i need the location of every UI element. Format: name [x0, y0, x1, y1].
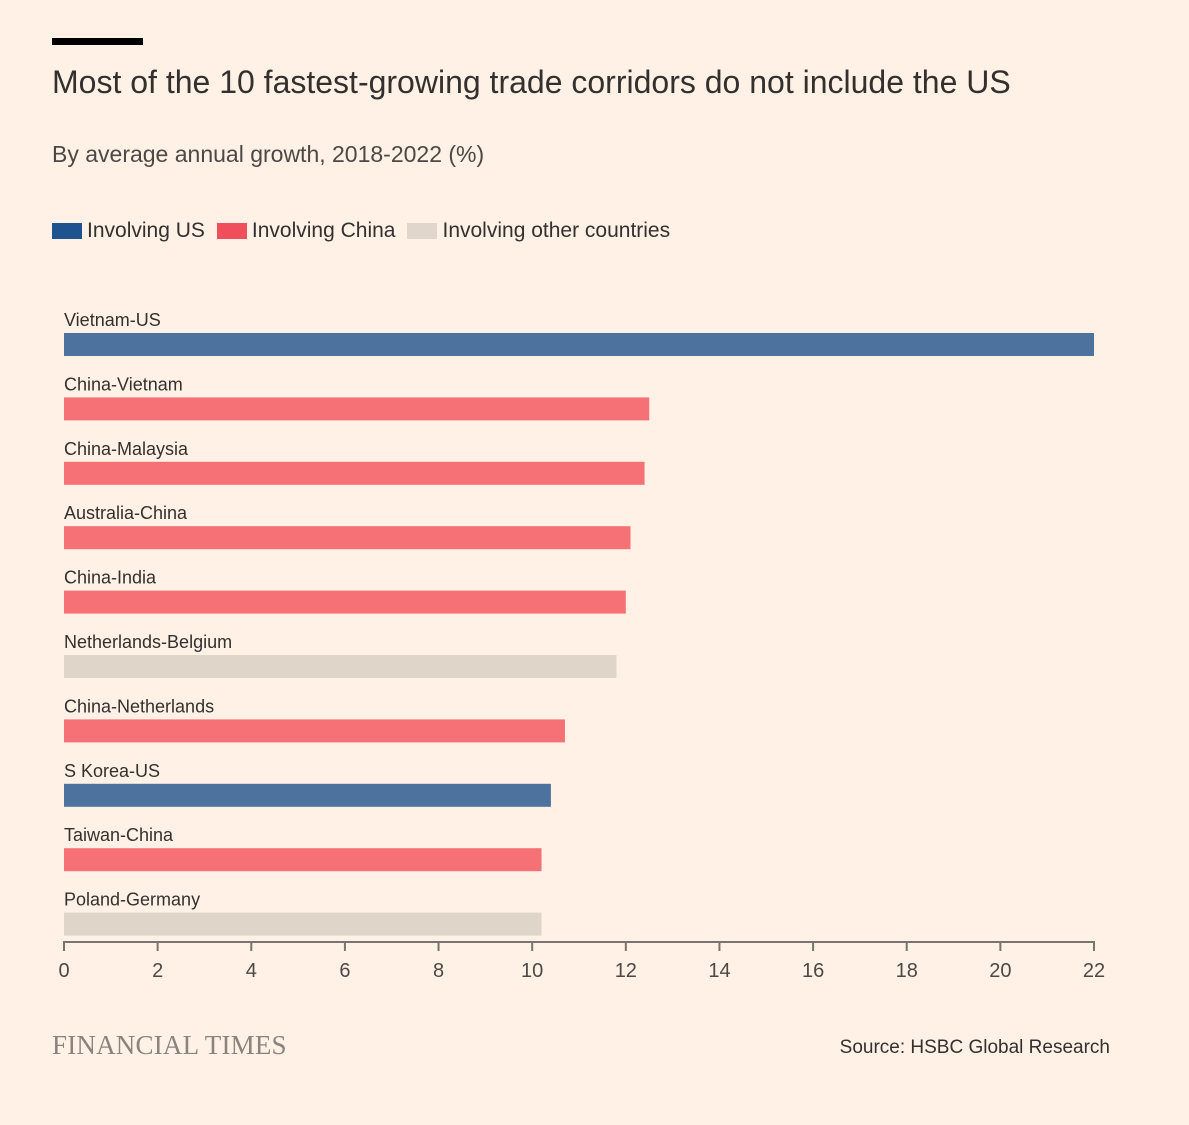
bar-label: Poland-Germany: [64, 890, 200, 910]
bar: [64, 848, 542, 872]
x-tick-label: 0: [58, 960, 69, 982]
bar: [64, 397, 650, 421]
x-tick-label: 8: [433, 960, 444, 982]
bar: [64, 590, 626, 614]
bar: [64, 912, 542, 936]
bar-label: China-Netherlands: [64, 696, 214, 716]
ft-logo: FINANCIAL TIMES: [52, 1030, 287, 1060]
bar-label: Australia-China: [64, 503, 188, 523]
bar: [64, 333, 1094, 356]
bar-label: Netherlands-Belgium: [64, 632, 232, 652]
x-tick-label: 4: [246, 960, 257, 982]
legend-label-china: Involving China: [251, 219, 396, 242]
x-tick-label: 20: [989, 960, 1011, 982]
bar: [64, 783, 551, 807]
bar-label: China-Malaysia: [64, 439, 189, 459]
legend-label-us: Involving US: [87, 219, 205, 242]
x-tick-label: 18: [896, 960, 918, 982]
bar: [64, 526, 631, 550]
bar-label: China-Vietnam: [64, 374, 183, 394]
legend-item-china: Involving China: [216, 219, 396, 243]
top-rule: [52, 38, 143, 45]
chart-subtitle: By average annual growth, 2018-2022 (%): [52, 141, 485, 167]
x-tick-label: 12: [615, 960, 637, 982]
bar-label: Taiwan-China: [64, 825, 174, 845]
x-tick-label: 22: [1083, 960, 1105, 982]
bar-label: Vietnam-US: [64, 310, 161, 330]
chart-title: Most of the 10 fastest-growing trade cor…: [52, 64, 1011, 100]
x-tick-label: 14: [708, 960, 730, 982]
x-tick-label: 10: [521, 960, 543, 982]
x-tick-label: 16: [802, 960, 824, 982]
legend-item-us: Involving US: [52, 219, 205, 243]
bar: [64, 719, 565, 743]
legend: Involving US Involving China Involving o…: [52, 219, 682, 243]
bar-chart: Vietnam-US China-Vietnam China-Malaysia Aus…: [58, 310, 1105, 982]
x-tick-label: 2: [152, 960, 163, 982]
bar-label: China-India: [64, 568, 157, 588]
legend-swatch-china: [216, 223, 247, 239]
bar: [64, 461, 645, 485]
legend-swatch-other: [407, 223, 438, 239]
bar-label: S Korea-US: [64, 761, 160, 781]
legend-item-other: Involving other countries: [407, 219, 670, 243]
legend-label-other: Involving other countries: [442, 219, 671, 242]
bar: [64, 655, 617, 678]
legend-swatch-us: [52, 223, 82, 239]
x-tick-label: 6: [339, 960, 350, 982]
source-note: Source: HSBC Global Research: [839, 1037, 1110, 1058]
